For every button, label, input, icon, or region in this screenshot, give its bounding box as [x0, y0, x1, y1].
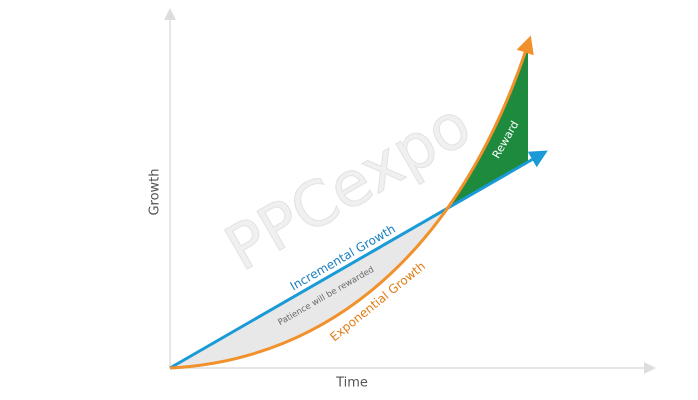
- y-axis-label: Growth: [148, 168, 163, 215]
- incremental-line: [169, 150, 548, 370]
- x-axis-label: Time: [335, 376, 368, 391]
- exponential-curve: [169, 35, 534, 370]
